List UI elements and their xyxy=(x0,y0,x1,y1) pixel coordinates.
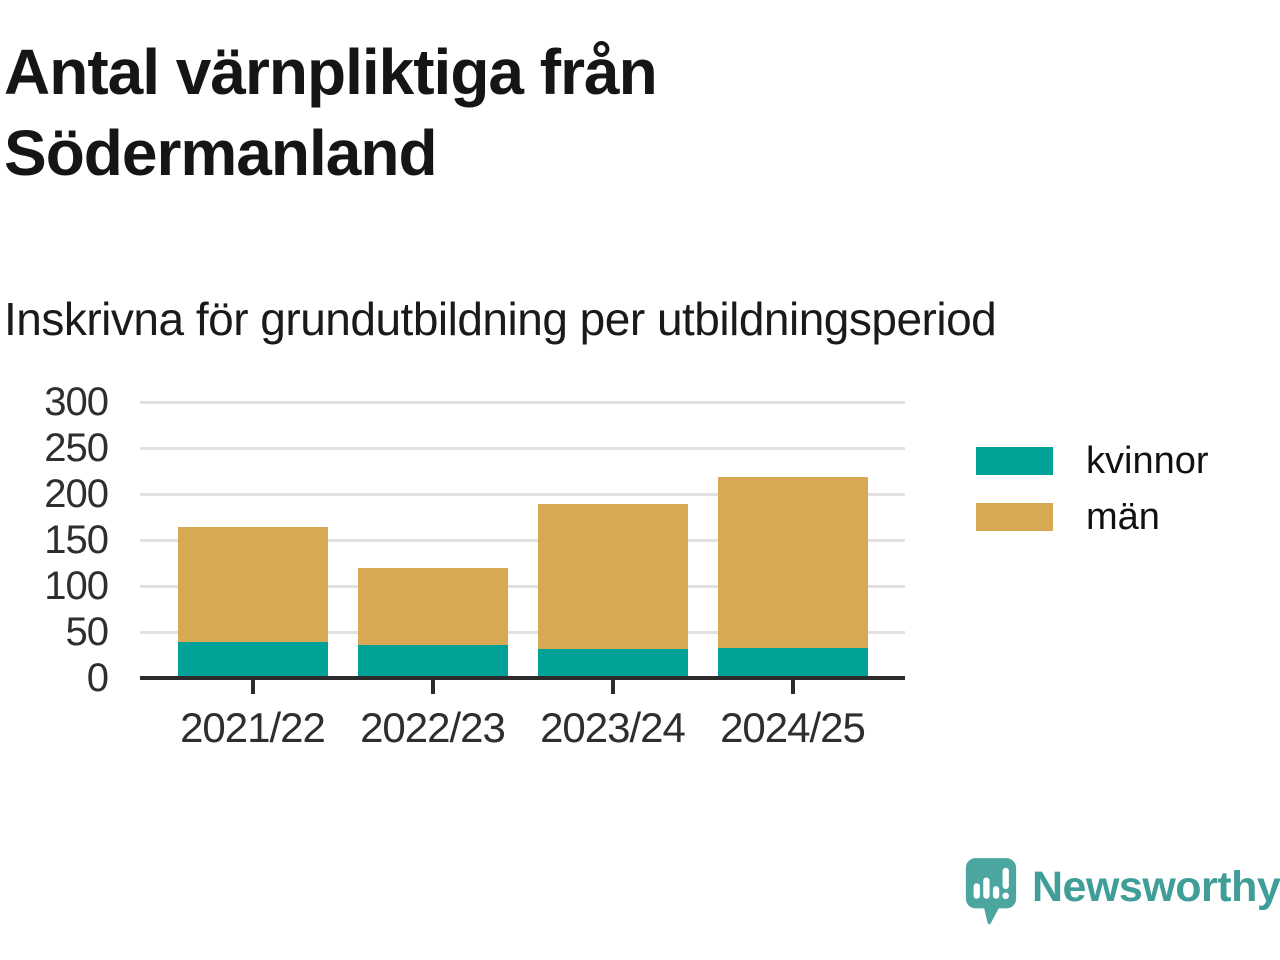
newsworthy-wordmark: Newsworthy xyxy=(1032,862,1280,911)
x-axis-tick-label: 2023/24 xyxy=(540,704,686,751)
y-axis-tick-label: 300 xyxy=(44,380,109,424)
logo-bar-3 xyxy=(992,886,1000,899)
legend-label-kvinnor: kvinnor xyxy=(1086,440,1209,482)
bar-segment-män-2022/23 xyxy=(357,567,508,645)
bar-segment-kvinnor-2021/22 xyxy=(177,642,328,678)
bar-segment-män-2024/25 xyxy=(717,477,868,648)
x-axis-tick xyxy=(430,678,435,694)
newsworthy-brand: Newsworthy xyxy=(962,856,1280,926)
bar-segment-kvinnor-2022/23 xyxy=(357,644,508,678)
x-axis-tick xyxy=(250,678,255,694)
legend-label-man: män xyxy=(1086,496,1160,538)
gridline xyxy=(140,400,905,404)
logo-bar-2 xyxy=(983,877,990,899)
gridline xyxy=(140,492,905,496)
legend-swatch-kvinnor-icon xyxy=(976,447,1053,475)
x-axis-tick xyxy=(790,678,795,694)
x-axis-tick-label: 2022/23 xyxy=(360,704,506,751)
y-axis-tick-label: 250 xyxy=(44,426,109,470)
gridline xyxy=(140,630,905,634)
y-axis-tick-label: 0 xyxy=(86,656,109,700)
chart-title: Antal värnpliktiga från Södermanland xyxy=(4,36,658,190)
logo-bar-1 xyxy=(973,883,980,899)
bar-segment-män-2021/22 xyxy=(177,527,328,643)
y-axis-tick-label: 100 xyxy=(44,564,109,608)
bar-segment-män-2023/24 xyxy=(537,504,688,649)
logo-exclamation-bar xyxy=(1002,867,1009,890)
legend-item-man: män xyxy=(976,496,1209,538)
newsworthy-logo-icon xyxy=(965,858,1017,925)
gridline xyxy=(140,538,905,542)
logo-exclamation-dot xyxy=(1002,892,1009,900)
gridline xyxy=(140,446,905,450)
x-axis-tick-label: 2021/22 xyxy=(180,704,326,751)
x-axis-tick xyxy=(610,678,615,694)
y-axis-tick-label: 150 xyxy=(44,518,109,562)
x-axis-line xyxy=(140,676,905,680)
legend: kvinnor män xyxy=(976,440,1209,538)
bar-segment-kvinnor-2024/25 xyxy=(717,647,868,678)
x-axis-tick-label: 2024/25 xyxy=(720,704,866,751)
gridline xyxy=(140,584,905,588)
logo-bubble xyxy=(965,858,1017,925)
y-axis-tick-label: 200 xyxy=(44,472,109,516)
legend-swatch-man-icon xyxy=(976,503,1053,531)
legend-item-kvinnor: kvinnor xyxy=(976,440,1209,482)
chart-subtitle: Inskrivna för grundutbildning per utbild… xyxy=(4,293,997,345)
y-axis-tick-label: 50 xyxy=(65,610,110,654)
bar-segment-kvinnor-2023/24 xyxy=(537,648,688,678)
